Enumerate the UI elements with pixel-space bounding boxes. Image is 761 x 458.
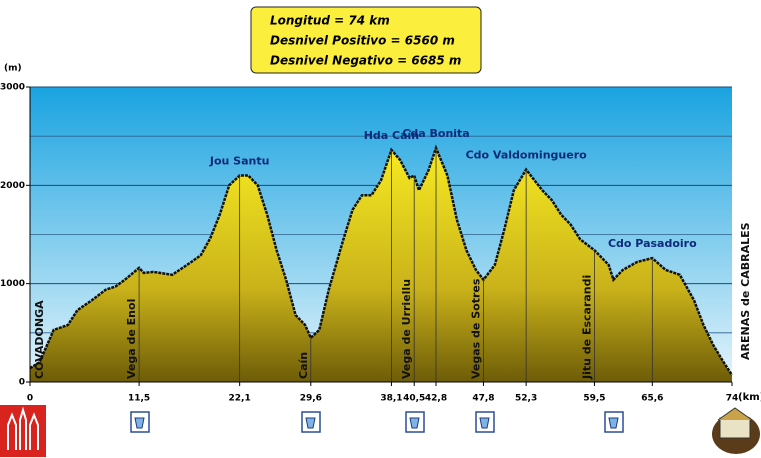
x-tick-label: 59,5 <box>583 394 605 404</box>
x-tick-label: 38,1 <box>380 394 402 404</box>
annotation-label: Hda Caín <box>364 129 419 142</box>
y-tick-label: 2000 <box>0 181 25 191</box>
profile-area <box>30 148 732 382</box>
x-tick-label: 40,5 <box>403 394 425 404</box>
profile-line <box>29 144 734 376</box>
x-tick-label: 29,6 <box>300 394 322 404</box>
annotation-label: Cdo Pasadoiro <box>608 237 697 250</box>
water-icon-glyph <box>608 417 619 429</box>
refuge-image <box>712 407 760 454</box>
x-axis-label: (km) <box>738 392 761 403</box>
summary-line: Longitud = 74 km <box>270 14 390 28</box>
x-tick-label: 0 <box>27 394 33 404</box>
water-icon-glyph <box>479 417 490 429</box>
water-icon-glyph <box>134 417 145 429</box>
start-label: COVADONGA <box>33 300 46 379</box>
annotation-label: Cda Bonita <box>402 127 469 140</box>
y-tick-label: 3000 <box>0 83 25 93</box>
annotation-label: Jitu de Escarandi <box>580 275 593 380</box>
x-tick-label: 42,8 <box>425 394 447 404</box>
summary-line: Desnivel Negativo = 6685 m <box>270 54 461 68</box>
water-icon-glyph <box>305 417 316 429</box>
end-label: ARENAS de CABRALES <box>739 222 752 360</box>
y-axis-label: (m) <box>4 64 22 74</box>
annotation-label: Caín <box>297 352 310 379</box>
summary-box <box>250 6 482 74</box>
logo <box>0 405 46 457</box>
summary-line: Desnivel Positivo = 6560 m <box>270 34 455 48</box>
annotation-label: Cdo Valdominguero <box>466 149 588 162</box>
x-tick-label: 52,3 <box>515 394 537 404</box>
x-tick-label: 47,8 <box>472 394 494 404</box>
y-tick-label: 0 <box>19 378 25 388</box>
x-tick-label: 11,5 <box>128 394 150 404</box>
y-tick-label: 1000 <box>0 279 25 289</box>
annotation-label: Vega de Enol <box>125 299 138 379</box>
water-icons <box>130 411 624 433</box>
water-icon-glyph <box>409 417 420 429</box>
annotation-label: Jou Santu <box>209 155 270 168</box>
x-tick-label: 74 <box>726 394 739 404</box>
x-tick-label: 22,1 <box>229 394 251 404</box>
annotation-label: Vega de Urriellu <box>400 279 413 379</box>
x-tick-label: 65,6 <box>641 394 663 404</box>
annotation-label: Vegas de Sotres <box>469 278 482 379</box>
